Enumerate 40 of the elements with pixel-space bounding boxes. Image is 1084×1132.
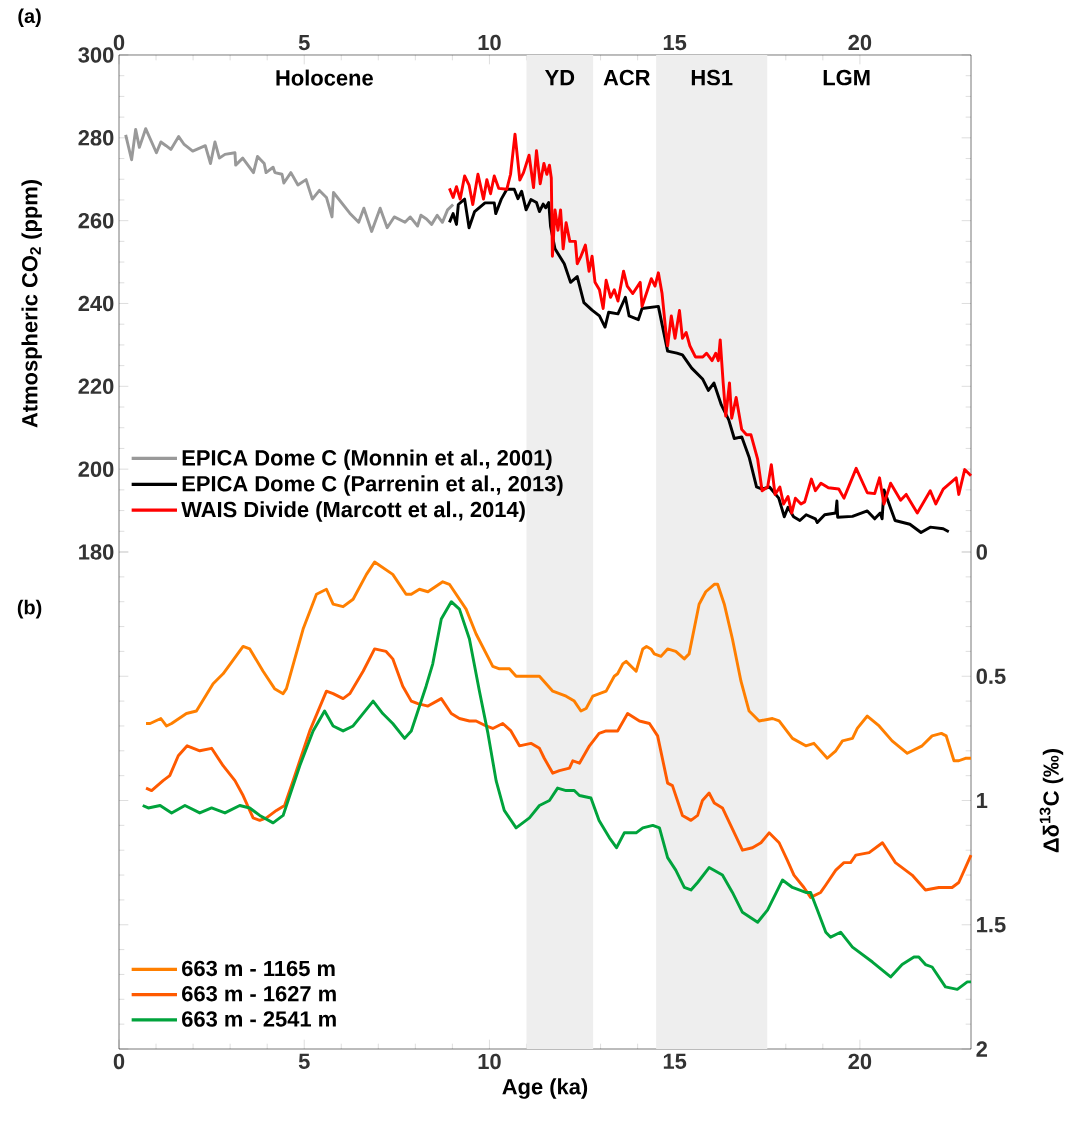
y-tick-label: 200	[78, 461, 114, 477]
legend-label: 663 m - 2541 m	[182, 1011, 336, 1027]
y-tick-label: 1	[977, 792, 988, 809]
x-tick-label: 5	[298, 1053, 310, 1069]
text: (a)	[18, 8, 41, 27]
x-tick-label: 0	[113, 1053, 125, 1070]
x-tick-label: 5	[298, 35, 310, 51]
legend-label: WAIS Divide (Marcott et al., 2014)	[181, 501, 525, 522]
y-tick-label: 0.5	[976, 668, 1006, 685]
x-axis-title: Age (ka)	[502, 1078, 588, 1099]
line-series	[124, 127, 455, 233]
x-tick-label: 10	[478, 34, 501, 51]
y-tick-label: 1.5	[977, 917, 1006, 933]
y-tick-label: 260	[78, 212, 114, 229]
y-axis-title: Δδ$^{13}$C (‰)	[1039, 749, 1064, 853]
x-tick-label: 15	[663, 35, 687, 51]
y-tick-label: 0	[976, 544, 987, 560]
y-tick-label: 220	[78, 378, 114, 395]
band-label: HS1	[691, 69, 733, 86]
legend-label: 663 m - 1627 m	[182, 985, 336, 1002]
y-tick-label: 180	[79, 544, 114, 560]
y-tick-label: 280	[78, 130, 114, 146]
annotation: Holocene	[276, 69, 373, 86]
x-tick-label: 15	[663, 1053, 687, 1069]
legend-label: 663 m - 1165 m	[182, 960, 335, 977]
annotation: ACR	[603, 69, 651, 86]
legend-label: EPICA Dome C (Parrenin et al., 2013)	[182, 475, 563, 496]
y-tick-label: 300	[78, 47, 114, 63]
x-tick-label: 20	[848, 34, 872, 51]
text: (b)	[17, 599, 42, 619]
line-series	[144, 647, 973, 899]
legend-label: EPICA Dome C (Monnin et al., 2001)	[182, 449, 552, 470]
y-tick-label: 240	[78, 295, 114, 312]
y-tick-label: 2	[976, 1041, 988, 1057]
band-label: YD	[544, 70, 575, 86]
annotation: LGM	[823, 69, 870, 86]
x-tick-label: 0	[113, 34, 125, 51]
x-tick-label: 20	[848, 1053, 872, 1070]
y-axis-title: Atmospheric CO$_{2}$ (ppm)	[21, 180, 42, 428]
x-tick-label: 10	[478, 1053, 501, 1070]
